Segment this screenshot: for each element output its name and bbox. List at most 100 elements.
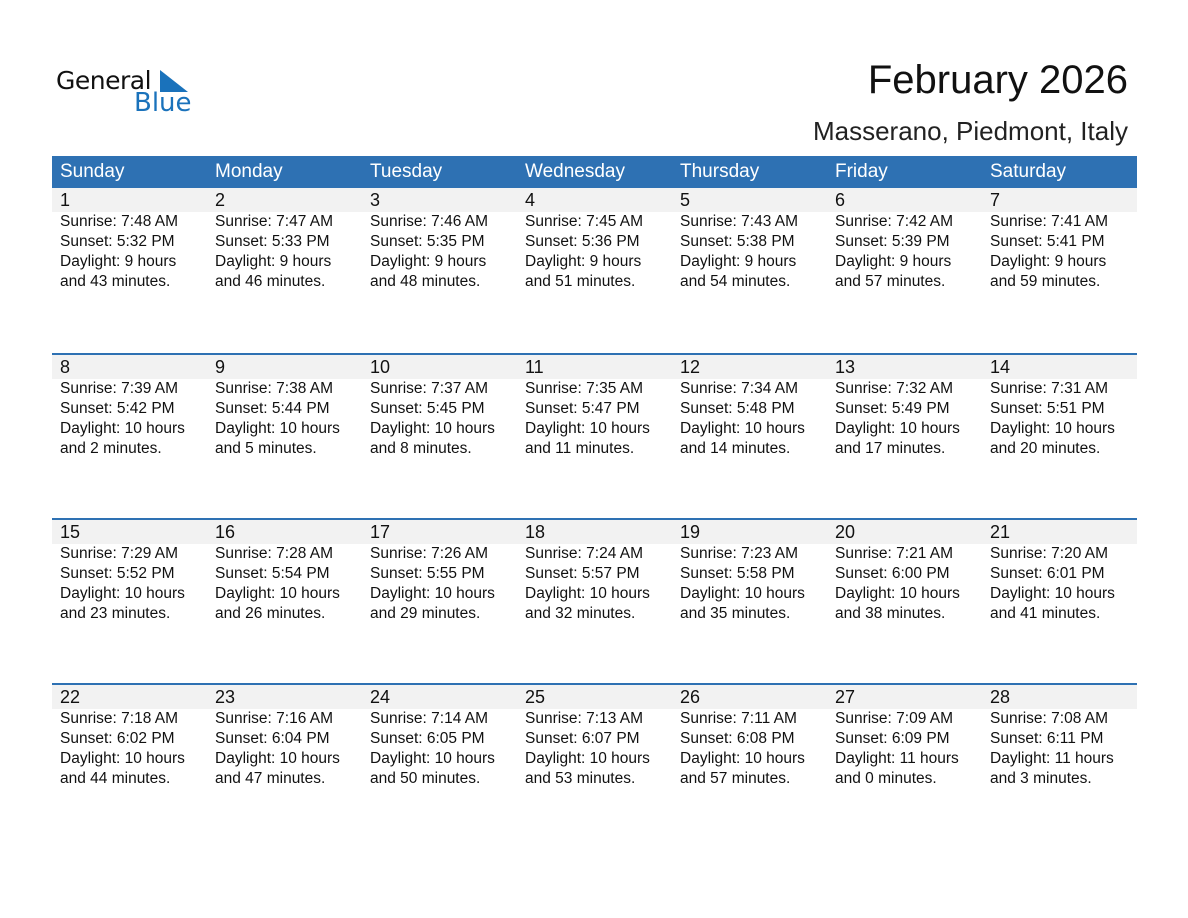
sunset-text: Sunset: 6:09 PM	[835, 730, 950, 747]
daylight-text: Daylight: 10 hours	[215, 420, 340, 437]
daylight-minutes-text: and 3 minutes.	[990, 770, 1092, 787]
sunset-text: Sunset: 5:41 PM	[990, 233, 1105, 250]
daylight-minutes-text: and 5 minutes.	[215, 440, 317, 457]
weekday-saturday: Saturday	[990, 161, 1067, 182]
sunset-text: Sunset: 5:52 PM	[60, 565, 175, 582]
weekday-tuesday: Tuesday	[370, 161, 443, 182]
weekday-thursday: Thursday	[680, 161, 760, 182]
daylight-minutes-text: and 32 minutes.	[525, 605, 636, 622]
sunset-text: Sunset: 5:49 PM	[835, 400, 950, 417]
sunrise-text: Sunrise: 7:32 AM	[835, 380, 954, 397]
daylight-text: Daylight: 11 hours	[990, 750, 1114, 767]
daylight-minutes-text: and 47 minutes.	[215, 770, 326, 787]
daylight-text: Daylight: 10 hours	[370, 420, 495, 437]
day-cell: 4 Sunrise: 7:45 AM Sunset: 5:36 PM Daylight…	[517, 188, 672, 292]
daylight-text: Daylight: 10 hours	[680, 750, 805, 767]
sunset-text: Sunset: 5:51 PM	[990, 400, 1105, 417]
daylight-text: Daylight: 9 hours	[680, 253, 797, 270]
day-number: 23	[215, 687, 236, 707]
sunrise-text: Sunrise: 7:37 AM	[370, 380, 489, 397]
day-number-band	[52, 520, 1137, 544]
day-number: 15	[60, 522, 81, 542]
day-number: 17	[370, 522, 391, 542]
sunrise-text: Sunrise: 7:08 AM	[990, 710, 1109, 727]
sunset-text: Sunset: 5:54 PM	[215, 565, 330, 582]
daylight-minutes-text: and 11 minutes.	[525, 440, 635, 457]
daylight-minutes-text: and 46 minutes.	[215, 273, 326, 290]
daylight-minutes-text: and 43 minutes.	[60, 273, 171, 290]
sunset-text: Sunset: 6:04 PM	[215, 730, 330, 747]
daylight-text: Daylight: 9 hours	[835, 253, 952, 270]
day-number: 8	[60, 357, 71, 377]
sunrise-text: Sunrise: 7:24 AM	[525, 545, 644, 562]
page-title: February 2026	[867, 58, 1128, 102]
logo-text-blue: Blue	[134, 88, 192, 118]
day-number: 28	[990, 687, 1011, 707]
weekday-sunday: Sunday	[60, 161, 125, 182]
sunset-text: Sunset: 5:57 PM	[525, 565, 640, 582]
sunset-text: Sunset: 6:01 PM	[990, 565, 1105, 582]
daylight-minutes-text: and 59 minutes.	[990, 273, 1101, 290]
sunrise-text: Sunrise: 7:39 AM	[60, 380, 179, 397]
sunrise-text: Sunrise: 7:21 AM	[835, 545, 954, 562]
day-cell: 21 Sunrise: 7:20 AM Sunset: 6:01 PM Dayligh…	[982, 520, 1137, 624]
sunrise-text: Sunrise: 7:43 AM	[680, 213, 799, 230]
weekday-monday: Monday	[215, 161, 283, 182]
day-number: 5	[680, 190, 691, 210]
day-cell: 2 Sunrise: 7:47 AM Sunset: 5:33 PM Daylight…	[207, 188, 362, 292]
sunset-text: Sunset: 5:38 PM	[680, 233, 795, 250]
daylight-minutes-text: and 38 minutes.	[835, 605, 946, 622]
daylight-minutes-text: and 8 minutes.	[370, 440, 472, 457]
day-cell: 12 Sunrise: 7:34 AM Sunset: 5:48 PM Dayligh…	[672, 355, 827, 459]
sunset-text: Sunset: 5:48 PM	[680, 400, 795, 417]
sunrise-text: Sunrise: 7:34 AM	[680, 380, 799, 397]
daylight-minutes-text: and 53 minutes.	[525, 770, 636, 787]
sunset-text: Sunset: 5:39 PM	[835, 233, 950, 250]
day-number-band	[52, 685, 1137, 709]
day-cell: 10 Sunrise: 7:37 AM Sunset: 5:45 PM Dayligh…	[362, 355, 517, 459]
sunset-text: Sunset: 6:02 PM	[60, 730, 175, 747]
day-cell: 8 Sunrise: 7:39 AM Sunset: 5:42 PM Daylight…	[52, 355, 207, 459]
daylight-minutes-text: and 50 minutes.	[370, 770, 481, 787]
sunrise-text: Sunrise: 7:11 AM	[680, 710, 797, 727]
sunrise-text: Sunrise: 7:31 AM	[990, 380, 1109, 397]
daylight-minutes-text: and 14 minutes.	[680, 440, 791, 457]
sunset-text: Sunset: 6:11 PM	[990, 730, 1104, 747]
daylight-text: Daylight: 10 hours	[215, 750, 340, 767]
day-cell: 1 Sunrise: 7:48 AM Sunset: 5:32 PM Daylight…	[52, 188, 207, 292]
day-cell: 23 Sunrise: 7:16 AM Sunset: 6:04 PM Dayligh…	[207, 685, 362, 789]
day-number: 24	[370, 687, 391, 707]
sunrise-text: Sunrise: 7:35 AM	[525, 380, 644, 397]
day-number-band	[52, 355, 1137, 379]
daylight-minutes-text: and 26 minutes.	[215, 605, 326, 622]
daylight-minutes-text: and 0 minutes.	[835, 770, 937, 787]
sunrise-text: Sunrise: 7:46 AM	[370, 213, 489, 230]
daylight-minutes-text: and 44 minutes.	[60, 770, 171, 787]
day-cell: 22 Sunrise: 7:18 AM Sunset: 6:02 PM Dayligh…	[52, 685, 207, 789]
sunrise-text: Sunrise: 7:38 AM	[215, 380, 334, 397]
daylight-minutes-text: and 29 minutes.	[370, 605, 481, 622]
sunrise-text: Sunrise: 7:41 AM	[990, 213, 1109, 230]
daylight-minutes-text: and 57 minutes.	[680, 770, 791, 787]
daylight-text: Daylight: 10 hours	[370, 585, 495, 602]
daylight-minutes-text: and 57 minutes.	[835, 273, 946, 290]
day-cell: 3 Sunrise: 7:46 AM Sunset: 5:35 PM Daylight…	[362, 188, 517, 292]
day-cell: 20 Sunrise: 7:21 AM Sunset: 6:00 PM Dayligh…	[827, 520, 982, 624]
logo-triangle-icon	[160, 70, 188, 92]
day-number: 22	[60, 687, 81, 707]
day-number: 11	[525, 357, 544, 377]
day-cell: 28 Sunrise: 7:08 AM Sunset: 6:11 PM Dayligh…	[982, 685, 1137, 789]
sunset-text: Sunset: 5:35 PM	[370, 233, 485, 250]
daylight-text: Daylight: 10 hours	[525, 420, 650, 437]
sunrise-text: Sunrise: 7:47 AM	[215, 213, 334, 230]
day-cell: 18 Sunrise: 7:24 AM Sunset: 5:57 PM Dayligh…	[517, 520, 672, 624]
day-number: 7	[990, 190, 1001, 210]
daylight-minutes-text: and 2 minutes.	[60, 440, 162, 457]
day-number: 19	[680, 522, 701, 542]
daylight-text: Daylight: 10 hours	[990, 420, 1115, 437]
day-number: 21	[990, 522, 1011, 542]
daylight-text: Daylight: 10 hours	[525, 750, 650, 767]
day-cell: 6 Sunrise: 7:42 AM Sunset: 5:39 PM Daylight…	[827, 188, 982, 292]
day-number: 4	[525, 190, 536, 210]
day-number: 3	[370, 190, 381, 210]
